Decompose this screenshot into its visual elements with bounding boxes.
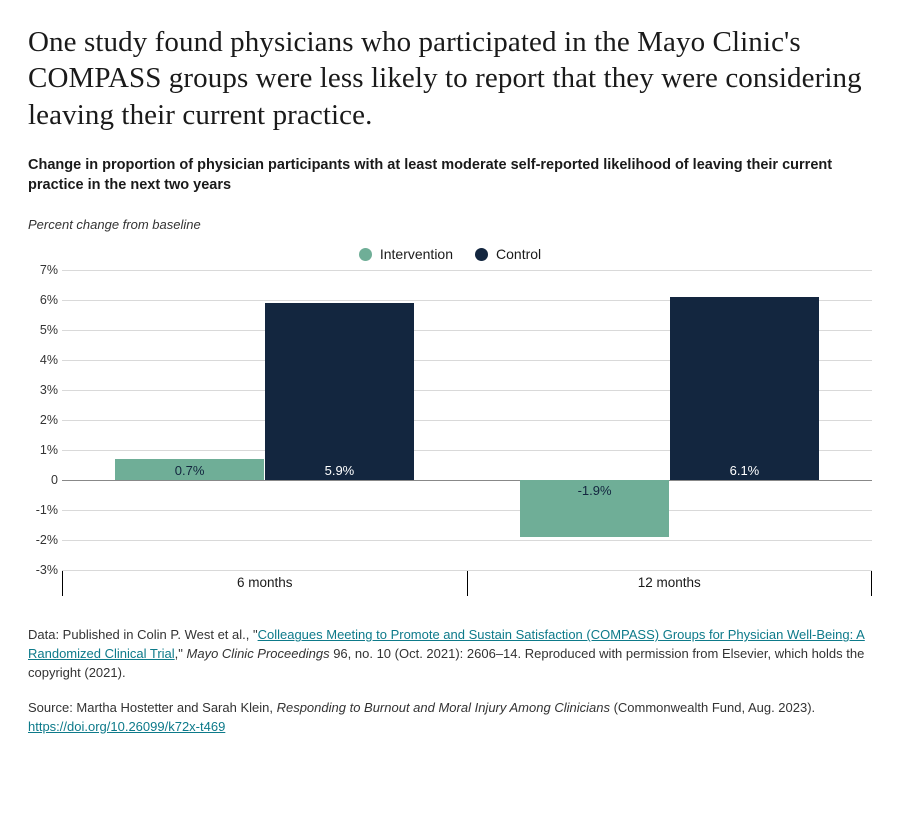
legend-item: Control xyxy=(475,246,541,262)
page-headline: One study found physicians who participa… xyxy=(28,24,872,133)
gridline xyxy=(62,480,872,481)
legend-label: Intervention xyxy=(380,246,453,262)
y-tick-label: 1% xyxy=(28,443,58,457)
y-axis-title: Percent change from baseline xyxy=(28,217,872,232)
y-tick-label: -3% xyxy=(28,563,58,577)
gridline xyxy=(62,270,872,271)
source-prefix: Source: Martha Hostetter and Sarah Klein… xyxy=(28,700,277,715)
y-tick-label: 3% xyxy=(28,383,58,397)
gridline xyxy=(62,510,872,511)
source-link[interactable]: https://doi.org/10.26099/k72x-t469 xyxy=(28,719,225,734)
bar-value-label: 5.9% xyxy=(325,463,355,478)
y-tick-label: 4% xyxy=(28,353,58,367)
data-footnote: Data: Published in Colin P. West et al.,… xyxy=(28,626,872,683)
source-title: Responding to Burnout and Moral Injury A… xyxy=(277,700,610,715)
footnote-journal: Mayo Clinic Proceedings xyxy=(187,646,330,661)
source-line: Source: Martha Hostetter and Sarah Klein… xyxy=(28,699,872,737)
legend-label: Control xyxy=(496,246,541,262)
footnote-prefix: Data: Published in Colin P. West et al.,… xyxy=(28,627,258,642)
y-tick-label: -2% xyxy=(28,533,58,547)
y-tick-label: -1% xyxy=(28,503,58,517)
bar-value-label: -1.9% xyxy=(578,483,612,498)
footnote-suffix1: ," xyxy=(175,646,187,661)
chart-area: -3%-2%-1%01%2%3%4%5%6%7%0.7%5.9%-1.9%6.1… xyxy=(28,270,872,596)
gridline xyxy=(62,540,872,541)
y-tick-label: 0 xyxy=(28,473,58,487)
legend-swatch xyxy=(475,248,488,261)
bar-value-label: 6.1% xyxy=(730,463,760,478)
bar-value-label: 0.7% xyxy=(175,463,205,478)
plot-area: -3%-2%-1%01%2%3%4%5%6%7%0.7%5.9%-1.9%6.1… xyxy=(62,270,872,570)
bar xyxy=(670,297,820,480)
y-tick-label: 5% xyxy=(28,323,58,337)
chart-subtitle: Change in proportion of physician partic… xyxy=(28,155,872,196)
y-tick-label: 6% xyxy=(28,293,58,307)
x-axis: 6 months12 months xyxy=(62,570,872,596)
y-tick-label: 2% xyxy=(28,413,58,427)
legend: Intervention Control xyxy=(28,246,872,262)
legend-swatch xyxy=(359,248,372,261)
x-category-label: 12 months xyxy=(467,571,873,596)
bar xyxy=(265,303,415,480)
x-category-label: 6 months xyxy=(62,571,467,596)
legend-item: Intervention xyxy=(359,246,453,262)
source-suffix: (Commonwealth Fund, Aug. 2023). xyxy=(610,700,815,715)
y-tick-label: 7% xyxy=(28,263,58,277)
